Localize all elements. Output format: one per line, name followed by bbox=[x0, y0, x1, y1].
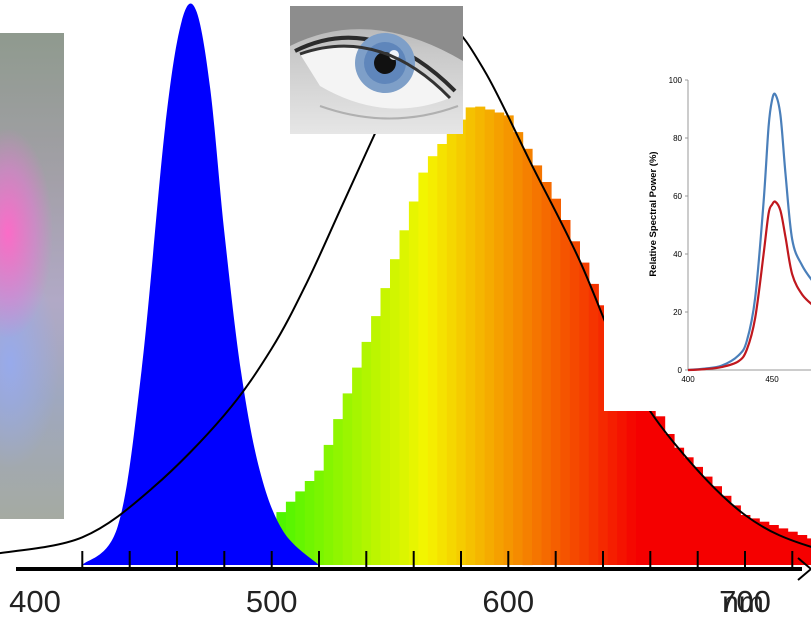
spectrum-band bbox=[352, 367, 363, 565]
x-tick-label: 600 bbox=[482, 584, 534, 619]
inset-series-line-red bbox=[687, 200, 811, 372]
spectrum-band bbox=[513, 132, 524, 565]
spectrum-band bbox=[721, 495, 732, 565]
spectrum-band bbox=[768, 525, 779, 565]
spectrum-band bbox=[787, 531, 798, 565]
spectrum-band bbox=[560, 220, 571, 565]
spectrum-band bbox=[702, 476, 713, 565]
inset-y-tick-label: 0 bbox=[678, 366, 683, 375]
spectrum-band bbox=[730, 505, 741, 565]
spectrum-band bbox=[465, 107, 476, 566]
spectrum-band bbox=[380, 288, 391, 565]
spectrum-band bbox=[683, 457, 694, 565]
spectrum-band bbox=[636, 380, 647, 565]
spectrum-band bbox=[304, 481, 315, 565]
inset-y-tick-label: 80 bbox=[673, 134, 682, 143]
spectrum-band bbox=[418, 172, 429, 565]
blue-peak-area bbox=[82, 3, 319, 565]
led-photo bbox=[0, 33, 64, 519]
blue-led-peak bbox=[82, 3, 319, 565]
spectrum-band bbox=[778, 528, 789, 565]
spectrum-band bbox=[408, 201, 419, 565]
spectrum-band bbox=[740, 515, 751, 565]
spectrum-band bbox=[749, 518, 760, 565]
x-axis-unit: nm bbox=[722, 586, 764, 619]
spectrum-band bbox=[711, 486, 722, 565]
inset-y-tick-label: 40 bbox=[673, 250, 682, 259]
spectrum-band bbox=[522, 148, 533, 566]
inset-x-tick-label: 400 bbox=[681, 375, 695, 384]
spectrum-band bbox=[569, 241, 580, 566]
spectrum-band bbox=[532, 165, 543, 565]
spectrum-band bbox=[314, 470, 325, 565]
spectrum-band bbox=[797, 535, 808, 565]
inset-tick-labels: 0 20 40 60 80 100 400 450 bbox=[669, 76, 780, 384]
eye-photo bbox=[290, 6, 463, 134]
spectrum-band bbox=[494, 112, 505, 565]
spectrum-band bbox=[550, 198, 561, 565]
spectrum-band bbox=[456, 119, 467, 565]
spectrum-band bbox=[285, 501, 296, 565]
x-axis-arrow bbox=[797, 557, 811, 581]
spectrum-band bbox=[323, 444, 334, 565]
spectrum-band bbox=[342, 393, 353, 565]
inset-y-axis-label: Relative Spectral Power (%) bbox=[648, 151, 659, 276]
inset-chart-panel: 0 20 40 60 80 100 400 450 Relative Spectral Pow… bbox=[604, 64, 811, 411]
spectrum-band bbox=[333, 419, 344, 565]
spectrum-band bbox=[371, 316, 382, 565]
spectrum-band bbox=[664, 434, 675, 565]
spectrum-band bbox=[361, 341, 372, 565]
spectrum-band bbox=[427, 156, 438, 565]
spectrum-band bbox=[598, 305, 609, 565]
spectrum-band bbox=[541, 182, 552, 565]
spectrum-band bbox=[806, 538, 811, 565]
spectrum-band bbox=[617, 345, 628, 565]
x-tick-label: 400 bbox=[9, 584, 61, 619]
spectrum-band bbox=[626, 363, 637, 565]
inset-chart: 0 20 40 60 80 100 400 450 Relative Spectral Pow… bbox=[648, 76, 811, 384]
spectrum-band bbox=[437, 144, 448, 565]
spectrum-band bbox=[759, 521, 770, 565]
inset-y-tick-label: 20 bbox=[673, 308, 682, 317]
spectrum-band bbox=[579, 262, 590, 565]
spectrum-band bbox=[692, 466, 703, 565]
inset-x-tick-label: 450 bbox=[765, 375, 779, 384]
spectrum-band bbox=[475, 106, 486, 565]
spectrum-band bbox=[295, 491, 306, 565]
led-spectrum-fill bbox=[106, 106, 811, 566]
spectrum-band bbox=[655, 416, 666, 565]
spectrum-band bbox=[674, 447, 685, 565]
x-tick-label: 700 bbox=[719, 584, 771, 619]
inset-y-tick-label: 100 bbox=[669, 76, 683, 85]
x-axis-tick-labels: 400 500 600 700 bbox=[9, 584, 771, 619]
x-axis-ticks bbox=[81, 551, 794, 568]
spectrum-band bbox=[607, 326, 618, 565]
spectrum-band bbox=[503, 115, 514, 566]
spectrum-band bbox=[399, 230, 410, 566]
spectrum-band bbox=[588, 283, 599, 565]
inset-series bbox=[687, 92, 811, 372]
spectrum-band bbox=[390, 259, 401, 565]
spectrum-band bbox=[484, 109, 495, 565]
spectrum-band bbox=[645, 398, 656, 565]
spectrum-band bbox=[446, 131, 457, 566]
inset-series-line-blue bbox=[687, 92, 811, 372]
inset-y-tick-label: 60 bbox=[673, 192, 682, 201]
x-tick-label: 500 bbox=[246, 584, 298, 619]
